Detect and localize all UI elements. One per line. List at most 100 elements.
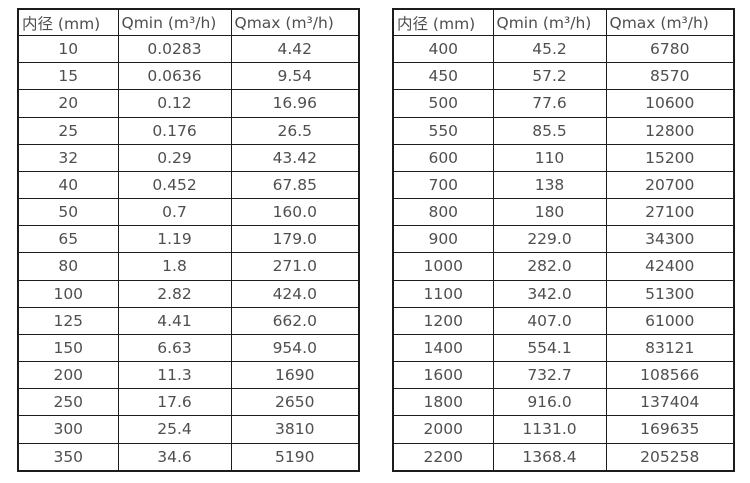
cell-qmax: 83121 (605, 333, 735, 363)
cell-diameter: 10 (17, 34, 119, 64)
table-row: 550 85.5 12800 (392, 116, 735, 145)
cell-qmin: 0.7 (117, 198, 232, 227)
cell-qmax: 20700 (605, 170, 735, 200)
cell-diameter: 1100 (392, 279, 494, 308)
table-row: 450 57.2 8570 (392, 62, 735, 91)
cell-qmax: 26.5 (230, 116, 360, 145)
cell-qmin: 11.3 (117, 361, 232, 390)
cell-qmax: 43.42 (230, 143, 360, 172)
cell-diameter: 200 (17, 361, 119, 390)
cell-qmin: 1131.0 (492, 415, 607, 444)
column-header-diameter: 内径 (mm) (392, 8, 494, 36)
cell-qmax: 271.0 (230, 252, 360, 281)
cell-diameter: 80 (17, 252, 119, 281)
cell-qmax: 662.0 (230, 306, 360, 335)
table-row: 700 138 20700 (392, 170, 735, 200)
column-header-qmin: Qmin (m³/h) (117, 8, 232, 36)
cell-qmax: 12800 (605, 116, 735, 145)
table-header-row: 内径 (mm) Qmin (m³/h) Qmax (m³/h) (392, 8, 735, 36)
cell-qmin: 1.8 (117, 252, 232, 281)
cell-qmax: 169635 (605, 415, 735, 444)
cell-qmin: 25.4 (117, 415, 232, 444)
cell-diameter: 50 (17, 198, 119, 227)
cell-diameter: 350 (17, 442, 119, 472)
cell-diameter: 800 (392, 198, 494, 227)
cell-qmin: 34.6 (117, 442, 232, 472)
cell-qmax: 51300 (605, 279, 735, 308)
header-row: 内径 (mm) Qmin (m³/h) Qmax (m³/h) (17, 8, 360, 36)
table-row: 250 17.6 2650 (17, 388, 360, 417)
column-header-diameter: 内径 (mm) (17, 8, 119, 36)
table-row: 400 45.2 6780 (392, 34, 735, 64)
cell-diameter: 40 (17, 170, 119, 200)
cell-qmax: 8570 (605, 62, 735, 91)
table-row: 1200 407.0 61000 (392, 306, 735, 335)
table-header-row: 内径 (mm) Qmin (m³/h) Qmax (m³/h) (17, 8, 360, 36)
cell-qmin: 229.0 (492, 225, 607, 254)
cell-diameter: 550 (392, 116, 494, 145)
cell-diameter: 2200 (392, 442, 494, 472)
cell-qmin: 916.0 (492, 388, 607, 417)
cell-qmin: 1368.4 (492, 442, 607, 472)
cell-qmax: 2650 (230, 388, 360, 417)
cell-qmax: 15200 (605, 143, 735, 172)
table-row: 1100 342.0 51300 (392, 279, 735, 308)
table-row: 900 229.0 34300 (392, 225, 735, 254)
column-header-qmax: Qmax (m³/h) (605, 8, 735, 36)
header-row: 内径 (mm) Qmin (m³/h) Qmax (m³/h) (392, 8, 735, 36)
table-row: 25 0.176 26.5 (17, 116, 360, 145)
cell-diameter: 1600 (392, 361, 494, 390)
cell-qmin: 85.5 (492, 116, 607, 145)
cell-qmin: 342.0 (492, 279, 607, 308)
column-header-qmax: Qmax (m³/h) (230, 8, 360, 36)
table-row: 300 25.4 3810 (17, 415, 360, 444)
table-row: 200 11.3 1690 (17, 361, 360, 390)
cell-qmax: 61000 (605, 306, 735, 335)
cell-diameter: 900 (392, 225, 494, 254)
cell-qmin: 110 (492, 143, 607, 172)
table-row: 1800 916.0 137404 (392, 388, 735, 417)
cell-diameter: 125 (17, 306, 119, 335)
cell-qmin: 45.2 (492, 34, 607, 64)
cell-diameter: 1800 (392, 388, 494, 417)
table-row: 65 1.19 179.0 (17, 225, 360, 254)
cell-diameter: 15 (17, 62, 119, 91)
cell-qmax: 205258 (605, 442, 735, 472)
table-row: 1000 282.0 42400 (392, 252, 735, 281)
cell-qmin: 138 (492, 170, 607, 200)
table-row: 600 110 15200 (392, 143, 735, 172)
cell-diameter: 150 (17, 333, 119, 363)
table-row: 40 0.452 67.85 (17, 170, 360, 200)
cell-qmax: 424.0 (230, 279, 360, 308)
cell-diameter: 250 (17, 388, 119, 417)
table-row: 20 0.12 16.96 (17, 89, 360, 118)
table-row: 800 180 27100 (392, 198, 735, 227)
cell-diameter: 1200 (392, 306, 494, 335)
table-row: 125 4.41 662.0 (17, 306, 360, 335)
cell-qmin: 554.1 (492, 333, 607, 363)
cell-qmin: 2.82 (117, 279, 232, 308)
cell-qmin: 0.29 (117, 143, 232, 172)
cell-qmax: 179.0 (230, 225, 360, 254)
cell-qmax: 3810 (230, 415, 360, 444)
column-header-qmin: Qmin (m³/h) (492, 8, 607, 36)
cell-diameter: 450 (392, 62, 494, 91)
table-row: 1400 554.1 83121 (392, 333, 735, 363)
cell-qmax: 10600 (605, 89, 735, 118)
cell-qmax: 42400 (605, 252, 735, 281)
cell-qmin: 0.176 (117, 116, 232, 145)
table-row: 80 1.8 271.0 (17, 252, 360, 281)
cell-qmax: 16.96 (230, 89, 360, 118)
cell-diameter: 32 (17, 143, 119, 172)
cell-qmin: 1.19 (117, 225, 232, 254)
cell-qmin: 0.12 (117, 89, 232, 118)
table-row: 15 0.0636 9.54 (17, 62, 360, 91)
cell-diameter: 600 (392, 143, 494, 172)
cell-qmax: 6780 (605, 34, 735, 64)
cell-qmin: 6.63 (117, 333, 232, 363)
table-row: 2200 1368.4 205258 (392, 442, 735, 472)
cell-qmax: 27100 (605, 198, 735, 227)
cell-diameter: 500 (392, 89, 494, 118)
table-row: 2000 1131.0 169635 (392, 415, 735, 444)
cell-diameter: 100 (17, 279, 119, 308)
